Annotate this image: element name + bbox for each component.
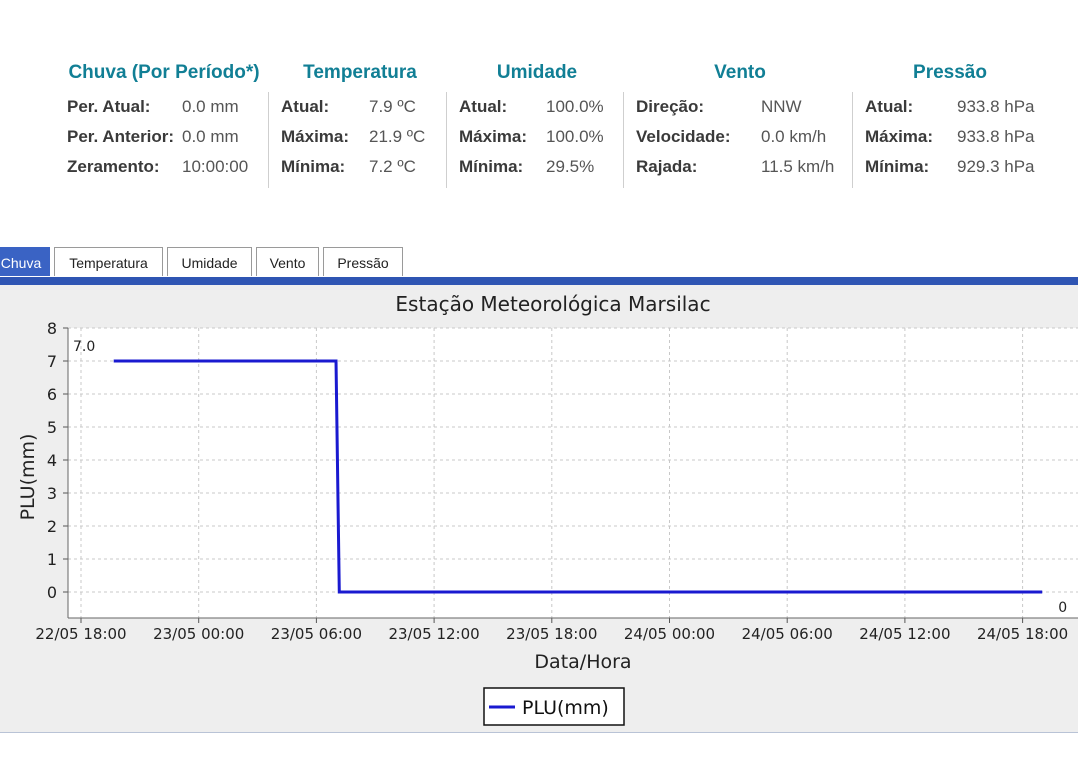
series-group: 7.00: [73, 339, 1067, 616]
stat-label: Mínima:: [865, 157, 930, 176]
stat-value: 100.0%: [546, 97, 604, 116]
chart-title: Estação Meteorológica Marsilac: [395, 292, 710, 316]
column-divider: [446, 92, 447, 188]
group-title-chuva: Chuva (Por Período*): [68, 62, 260, 83]
tab-pressao[interactable]: Pressão: [323, 247, 403, 276]
stat-label: Máxima:: [281, 127, 350, 146]
stat-label: Máxima:: [459, 127, 528, 146]
stat-label: Mínima:: [281, 157, 346, 176]
y-tick-label: 7: [47, 352, 57, 371]
x-tick-label: 23/05 00:00: [153, 625, 244, 643]
data-label: 0: [1058, 600, 1067, 616]
stat-label: Atual:: [459, 97, 508, 116]
x-tick-label: 23/05 06:00: [271, 625, 362, 643]
stat-value: 21.9 ºC: [369, 127, 426, 146]
stat-value: 29.5%: [546, 157, 595, 176]
grid-lines: [68, 327, 1078, 618]
x-tick-label: 23/05 12:00: [388, 625, 479, 643]
stat-label: Atual:: [281, 97, 330, 116]
x-tick-label: 24/05 18:00: [977, 625, 1068, 643]
stat-value: NNW: [761, 97, 802, 116]
stat-value: 933.8 hPa: [957, 97, 1035, 116]
group-title-pressao: Pressão: [913, 62, 987, 83]
stat-value: 11.5 km/h: [761, 157, 835, 176]
stat-value: 100.0%: [546, 127, 604, 146]
legend-box: [483, 687, 625, 726]
stat-label: Direção:: [636, 97, 705, 116]
y-tick-label: 0: [47, 583, 57, 602]
tab-vento[interactable]: Vento: [256, 247, 319, 276]
x-axis: 22/05 18:00 23/05 00:00 23/05 06:00 23/05 1…: [35, 617, 1078, 643]
stat-label: Atual:: [865, 97, 914, 116]
y-axis-label: PLU(mm): [17, 434, 39, 521]
y-tick-label: 2: [47, 517, 57, 536]
series-line: [113, 359, 1043, 594]
tab-chuva[interactable]: Chuva: [0, 247, 50, 276]
tab-temperatura[interactable]: Temperatura: [54, 247, 163, 276]
legend-label: PLU(mm): [522, 697, 609, 719]
y-tick-label: 8: [47, 319, 57, 338]
stats-panel: Chuva (Por Período*) Per. Atual: 0.0 mm P…: [0, 0, 1078, 200]
chart-panel: Estação Meteorológica Marsilac 0 1 2 3 4 5 6 7 8…: [0, 285, 1078, 733]
stat-label: Máxima:: [865, 127, 934, 146]
x-tick-label: 23/05 18:00: [506, 625, 597, 643]
stat-value: 10:00:00: [182, 157, 249, 176]
legend: PLU(mm): [483, 687, 625, 726]
stat-label: Velocidade:: [636, 127, 731, 146]
x-axis-label: Data/Hora: [534, 651, 631, 673]
column-divider: [852, 92, 853, 188]
x-tick-label: 24/05 00:00: [624, 625, 715, 643]
tab-bar: [0, 277, 1078, 285]
group-title-umidade: Umidade: [496, 62, 578, 83]
stat-value: 929.3 hPa: [957, 157, 1035, 176]
y-tick-label: 5: [47, 418, 57, 437]
stat-label: Zeramento:: [67, 157, 160, 176]
stat-value: 7.2 ºC: [369, 157, 416, 176]
x-tick-label: 22/05 18:00: [35, 625, 126, 643]
data-label: 7.0: [73, 339, 95, 355]
x-tick-label: 24/05 06:00: [742, 625, 833, 643]
y-axis: 0 1 2 3 4 5 6 7 8: [47, 319, 69, 618]
y-tick-label: 6: [47, 385, 57, 404]
rain-chart: Estação Meteorológica Marsilac 0 1 2 3 4 5 6 7 8…: [17, 292, 1078, 726]
chart-tabs: Chuva Temperatura Umidade Vento Pressão: [0, 247, 1078, 277]
y-tick-label: 3: [47, 484, 57, 503]
y-tick-label: 1: [47, 550, 57, 569]
stat-value: 0.0 mm: [182, 97, 239, 116]
stat-label: Per. Anterior:: [67, 127, 175, 146]
group-title-vento: Vento: [714, 62, 766, 83]
group-title-temperatura: Temperatura: [303, 62, 417, 83]
column-divider: [623, 92, 624, 188]
stat-value: 0.0 km/h: [761, 127, 827, 146]
stat-value: 0.0 mm: [182, 127, 239, 146]
plot-area: [68, 328, 1078, 618]
column-divider: [268, 92, 269, 188]
stat-label: Per. Atual:: [67, 97, 151, 116]
stat-value: 7.9 ºC: [369, 97, 416, 116]
tab-umidade[interactable]: Umidade: [167, 247, 252, 276]
stat-label: Rajada:: [636, 157, 698, 176]
y-tick-label: 4: [47, 451, 57, 470]
stat-value: 933.8 hPa: [957, 127, 1035, 146]
stat-label: Mínima:: [459, 157, 524, 176]
x-tick-label: 24/05 12:00: [859, 625, 950, 643]
